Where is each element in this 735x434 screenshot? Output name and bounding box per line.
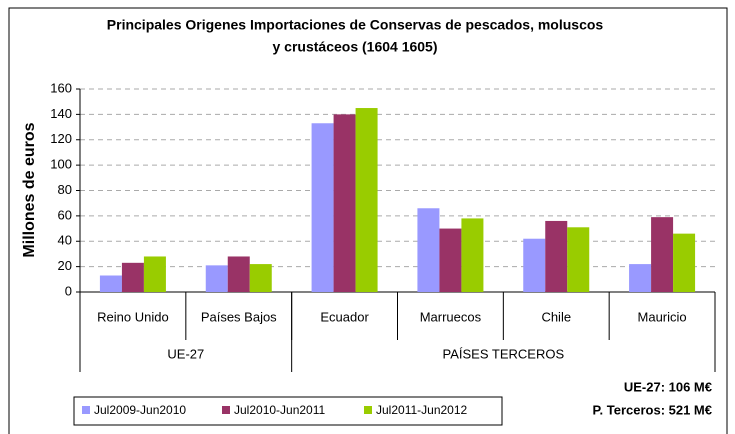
legend-label: Jul2011-Jun2012 bbox=[376, 403, 468, 417]
x-tick-label: Reino Unido bbox=[97, 309, 169, 324]
y-tick-label: 0 bbox=[65, 283, 72, 298]
bar bbox=[355, 108, 378, 292]
group-label: PAÍSES TERCEROS bbox=[443, 346, 565, 361]
y-tick-label: 140 bbox=[50, 106, 72, 121]
chart-title: y crustáceos (1604 1605) bbox=[273, 39, 438, 55]
bar bbox=[143, 256, 166, 292]
bar bbox=[121, 262, 144, 292]
x-tick-label: Mauricio bbox=[638, 309, 687, 324]
y-tick-label: 20 bbox=[58, 258, 72, 273]
legend-label: Jul2010-Jun2011 bbox=[234, 403, 326, 417]
bar bbox=[333, 114, 356, 292]
x-tick-label: Países Bajos bbox=[201, 309, 277, 324]
y-axis-label: Millones de euros bbox=[21, 122, 38, 257]
x-tick-label: Chile bbox=[541, 309, 571, 324]
bar bbox=[545, 220, 568, 292]
legend-swatch bbox=[82, 406, 90, 414]
group-label: UE-27 bbox=[167, 346, 204, 361]
legend-label: Jul2009-Jun2010 bbox=[94, 403, 186, 417]
legend-box bbox=[73, 396, 503, 426]
bar bbox=[629, 264, 652, 292]
bar bbox=[417, 208, 440, 292]
y-tick-label: 160 bbox=[50, 80, 72, 95]
y-tick-label: 40 bbox=[58, 233, 72, 248]
annotation: P. Terceros: 521 M€ bbox=[593, 402, 712, 417]
y-tick-label: 120 bbox=[50, 131, 72, 146]
y-tick-label: 80 bbox=[58, 182, 72, 197]
x-tick-label: Ecuador bbox=[320, 309, 369, 324]
bar bbox=[567, 227, 590, 292]
bar bbox=[205, 265, 228, 292]
y-tick-label: 60 bbox=[58, 207, 72, 222]
bar bbox=[673, 233, 696, 292]
bar bbox=[523, 238, 546, 292]
bar bbox=[311, 123, 334, 292]
bar bbox=[461, 218, 484, 292]
bar bbox=[651, 217, 674, 292]
legend-swatch bbox=[364, 406, 372, 414]
chart-title: Principales Origenes Importaciones de Co… bbox=[107, 17, 604, 33]
bar bbox=[439, 228, 462, 292]
bar bbox=[227, 256, 250, 292]
bar bbox=[249, 264, 272, 292]
annotation: UE-27: 106 M€ bbox=[624, 379, 712, 394]
bar bbox=[99, 275, 122, 292]
y-tick-label: 100 bbox=[50, 157, 72, 172]
x-tick-label: Marruecos bbox=[420, 309, 482, 324]
legend-swatch bbox=[222, 406, 230, 414]
